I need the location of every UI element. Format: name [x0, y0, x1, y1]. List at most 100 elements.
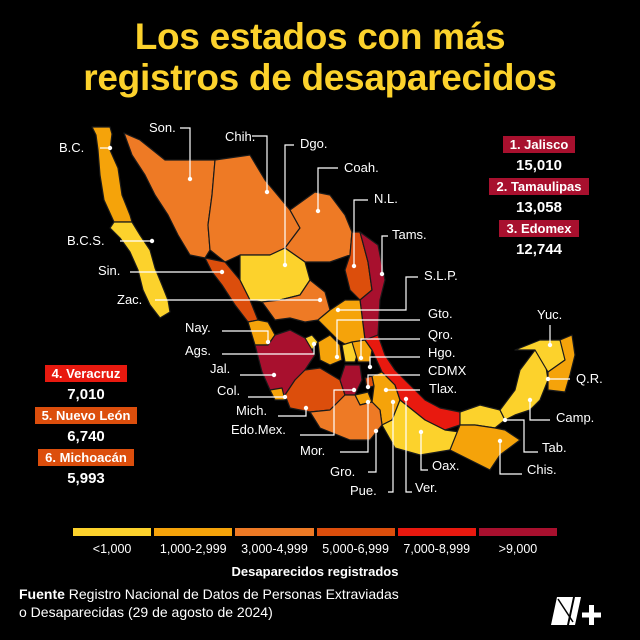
state-label-dgo: Dgo.: [300, 136, 327, 151]
state-label-s-l-p: S.L.P.: [424, 268, 458, 283]
state-label-b-c: B.C.: [59, 140, 84, 155]
leader-dot-mor: [365, 399, 371, 405]
leader-dot-tlax: [383, 387, 389, 393]
rank-4-label: 4. Veracruz: [44, 365, 128, 382]
rank-4-value: 7,010: [67, 386, 105, 403]
n-plus-logo: [551, 597, 601, 625]
leader-dot-jal: [271, 372, 277, 378]
leader-line-tab: [505, 419, 538, 453]
rank-6-label: 6. Michoacán: [38, 449, 134, 466]
leader-line-s-l-p: [338, 276, 418, 311]
leader-line-edo-mex: [300, 389, 354, 436]
rank-5-label: 5. Nuevo León: [34, 407, 138, 424]
leader-dot-chih: [264, 189, 270, 195]
state-label-chis: Chis.: [527, 462, 557, 477]
leader-dot-gto: [334, 354, 340, 360]
source-prefix: Fuente: [19, 586, 65, 602]
leader-dot-tab: [502, 417, 508, 423]
logo-plus-h: [582, 612, 601, 618]
legend-title: Desaparecidos registrados: [231, 564, 399, 579]
ranking-top: 1. Jalisco 15,010 2. Tamaulipas 13,058 3…: [479, 136, 599, 262]
leader-dot-yuc: [547, 342, 553, 348]
leader-dot-cdmx: [365, 384, 371, 390]
leader-dot-hgo: [367, 364, 373, 370]
rank-6-value: 5,993: [67, 470, 105, 487]
leader-dot-coah: [315, 208, 321, 214]
state-label-n-l: N.L.: [374, 191, 398, 206]
legend-swatch-1: [154, 528, 233, 536]
state-label-mich: Mich.: [236, 403, 267, 418]
state-label-gto: Gto.: [428, 306, 453, 321]
leader-lines: [100, 127, 570, 493]
leader-dot-s-l-p: [335, 307, 341, 313]
leader-line-tams: [381, 235, 388, 274]
state-chis: [449, 424, 521, 471]
state-label-gro: Gro.: [330, 464, 355, 479]
leader-dot-gro: [373, 428, 379, 434]
state-shapes: [91, 126, 576, 471]
state-label-coah: Coah.: [344, 160, 379, 175]
legend-label-4: 7,000-8,999: [403, 542, 471, 556]
rank-1-value: 15,010: [516, 157, 562, 174]
logo-n-right: [569, 597, 581, 625]
leader-line-gro: [368, 431, 377, 473]
state-label-tlax: Tlax.: [429, 381, 457, 396]
leader-line-son: [180, 127, 191, 179]
rank-item-1: 1. Jalisco 15,010: [479, 136, 599, 175]
leader-dot-chis: [497, 438, 503, 444]
state-label-jal: Jal.: [210, 361, 230, 376]
state-labels: B.C. B.C.S. Son. Chih. Coah. N.L. Tams. Sin. Dgo…: [59, 120, 603, 498]
legend-swatch-0: [73, 528, 152, 536]
state-label-mor: Mor.: [300, 443, 325, 458]
rank-item-6: 6. Michoacán 5,993: [26, 449, 146, 488]
state-label-yuc: Yuc.: [537, 307, 562, 322]
ranking-left: 4. Veracruz 7,010 5. Nuevo León 6,740 6.…: [26, 365, 146, 491]
title-line-1: Los estados con más: [134, 16, 506, 57]
legend-label-0: <1,000: [92, 542, 132, 556]
leader-line-mich: [278, 408, 307, 417]
leader-line-cdmx: [367, 374, 420, 387]
state-b-c-s: [109, 221, 171, 319]
legend-swatches: [73, 528, 558, 536]
leader-dot-camp: [527, 397, 533, 403]
leader-dot-ags: [311, 341, 317, 347]
state-label-ags: Ags.: [185, 343, 211, 358]
rank-item-2: 2. Tamaulipas 13,058: [479, 178, 599, 217]
leader-dot-q-r: [545, 376, 551, 382]
leader-dot-sin: [219, 269, 225, 275]
leader-line-coah: [317, 167, 338, 211]
state-label-sin: Sin.: [98, 263, 120, 278]
leader-dot-pue: [390, 399, 396, 405]
state-col: [269, 387, 286, 401]
rank-1-label: 1. Jalisco: [502, 136, 576, 153]
leader-line-hgo: [369, 356, 420, 367]
legend-labels: <1,000 1,000-2,999 3,000-4,999 5,000-6,999 7…: [73, 542, 557, 556]
rank-item-3: 3. Edomex 12,744: [479, 220, 599, 259]
leader-line-chih: [252, 135, 268, 192]
state-label-pue: Pue.: [350, 483, 377, 498]
leader-dot-b-c-s: [149, 238, 155, 244]
legend-swatch-5: [478, 528, 558, 536]
leader-line-nay: [222, 330, 269, 342]
rank-3-value: 12,744: [516, 241, 562, 258]
state-label-q-r: Q.R.: [576, 371, 603, 386]
state-label-edo-mex: Edo.Mex.: [231, 422, 286, 437]
state-label-ver: Ver.: [415, 480, 437, 495]
state-label-col: Col.: [217, 383, 240, 398]
state-label-tams: Tams.: [392, 227, 427, 242]
source-line-1: Registro Nacional de Datos de Personas E…: [68, 586, 399, 602]
state-label-chih: Chih.: [225, 129, 255, 144]
leader-line-gto: [336, 319, 420, 357]
leader-line-pue: [388, 402, 394, 493]
logo-n-left: [551, 597, 573, 625]
state-jal: [254, 329, 316, 396]
state-gro: [309, 394, 383, 441]
legend-label-3: 5,000-6,999: [322, 542, 389, 556]
state-label-qro: Qro.: [428, 327, 453, 342]
rank-2-label: 2. Tamaulipas: [489, 178, 589, 195]
leader-line-qro: [360, 338, 420, 358]
leader-dot-zac: [317, 297, 323, 303]
leader-dot-qro: [358, 355, 364, 361]
legend-label-2: 3,000-4,999: [241, 542, 308, 556]
state-label-oax: Oax.: [432, 458, 459, 473]
